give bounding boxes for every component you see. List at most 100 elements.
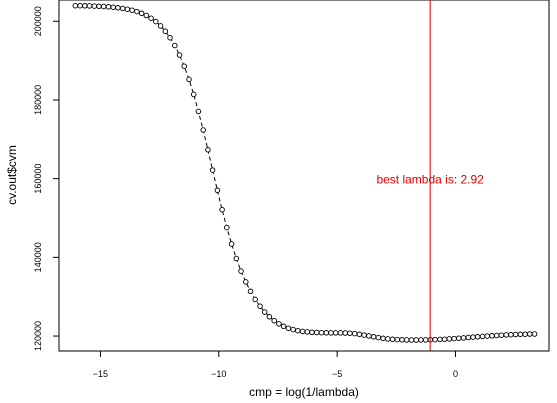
- x-tick-label: −10: [211, 369, 226, 379]
- data-point: [295, 327, 301, 334]
- data-point: [200, 127, 206, 133]
- data-point: [72, 2, 79, 9]
- x-axis-title: cmp = log(1/lambda): [249, 385, 359, 399]
- data-point: [129, 7, 135, 13]
- data-point: [304, 329, 311, 335]
- data-point: [403, 337, 410, 343]
- data-point: [366, 333, 372, 339]
- data-point: [451, 335, 457, 342]
- data-point: [91, 3, 98, 9]
- data-point: [181, 63, 187, 69]
- data-point: [280, 323, 287, 330]
- data-point: [138, 10, 145, 17]
- data-point: [82, 3, 88, 9]
- data-point: [342, 330, 348, 336]
- data-point: [195, 108, 202, 115]
- data-point: [375, 334, 382, 341]
- data-point: [508, 331, 514, 338]
- data-point: [489, 333, 495, 339]
- plot-area: best lambda is: 2.92: [72, 0, 538, 351]
- data-point: [110, 4, 116, 10]
- data-point: [356, 331, 363, 338]
- data-point: [422, 337, 429, 343]
- data-point: [77, 2, 83, 9]
- data-point: [290, 326, 296, 333]
- data-point: [224, 224, 230, 231]
- data-point: [385, 336, 391, 342]
- data-point: [148, 15, 154, 21]
- data-point: [465, 334, 472, 341]
- data-point: [219, 206, 225, 213]
- data-point: [441, 336, 448, 342]
- data-points: [72, 2, 538, 343]
- y-tick-label: 180000: [33, 85, 43, 115]
- data-point: [484, 333, 490, 339]
- data-point: [332, 330, 339, 336]
- best-lambda-annotation: best lambda is: 2.92: [376, 172, 484, 186]
- y-tick-label: 140000: [33, 242, 43, 272]
- data-point: [432, 336, 438, 343]
- data-point: [162, 28, 169, 34]
- data-point: [512, 331, 519, 338]
- data-point: [408, 337, 415, 343]
- data-point: [328, 330, 334, 336]
- data-point: [157, 23, 164, 29]
- data-point: [172, 42, 178, 49]
- data-point: [361, 332, 367, 338]
- y-axis-title: cv.out$cvm: [5, 145, 19, 205]
- data-point: [124, 6, 131, 12]
- data-point: [456, 335, 462, 341]
- y-tick-label: 120000: [33, 321, 43, 351]
- data-point: [394, 336, 401, 343]
- data-point: [143, 12, 150, 19]
- data-point: [503, 332, 509, 338]
- data-point: [493, 332, 500, 339]
- data-point: [100, 3, 107, 10]
- data-point: [347, 330, 353, 336]
- data-point: [247, 288, 254, 295]
- data-point: [186, 76, 192, 83]
- data-point: [105, 4, 112, 10]
- data-point: [413, 337, 419, 343]
- data-point: [134, 8, 140, 15]
- x-tick-label: 0: [453, 369, 458, 379]
- data-point: [115, 5, 121, 11]
- data-point: [257, 303, 263, 309]
- data-point: [531, 331, 538, 337]
- data-point: [266, 314, 273, 320]
- data-point: [460, 335, 467, 341]
- data-point: [323, 330, 330, 336]
- data-point: [190, 91, 197, 98]
- data-point: [299, 328, 306, 335]
- data-point: [233, 255, 240, 262]
- data-point: [446, 336, 453, 342]
- data-point: [205, 147, 211, 153]
- data-point: [479, 333, 486, 340]
- data-point: [522, 331, 528, 337]
- data-point: [243, 279, 249, 285]
- data-point: [167, 34, 173, 41]
- data-point: [527, 331, 533, 337]
- data-point: [153, 18, 159, 25]
- data-point: [209, 167, 216, 173]
- y-tick-label: 160000: [33, 164, 43, 194]
- data-point: [96, 3, 102, 10]
- data-point: [318, 329, 325, 336]
- data-point: [314, 329, 320, 336]
- data-point: [380, 335, 386, 342]
- x-tick-label: −5: [332, 369, 342, 379]
- y-tick-label: 200000: [33, 6, 43, 36]
- data-point: [276, 321, 282, 327]
- data-point: [418, 337, 424, 343]
- data-point: [261, 309, 268, 315]
- y-axis: 120000 140000 160000 180000 200000: [33, 6, 60, 351]
- data-point: [389, 336, 396, 343]
- data-point: [271, 317, 277, 324]
- data-point: [470, 334, 476, 340]
- data-point: [517, 331, 524, 338]
- x-axis: −15 −10 −5 0: [93, 350, 458, 379]
- data-point: [309, 329, 315, 336]
- data-point: [437, 336, 443, 343]
- data-point: [498, 332, 505, 338]
